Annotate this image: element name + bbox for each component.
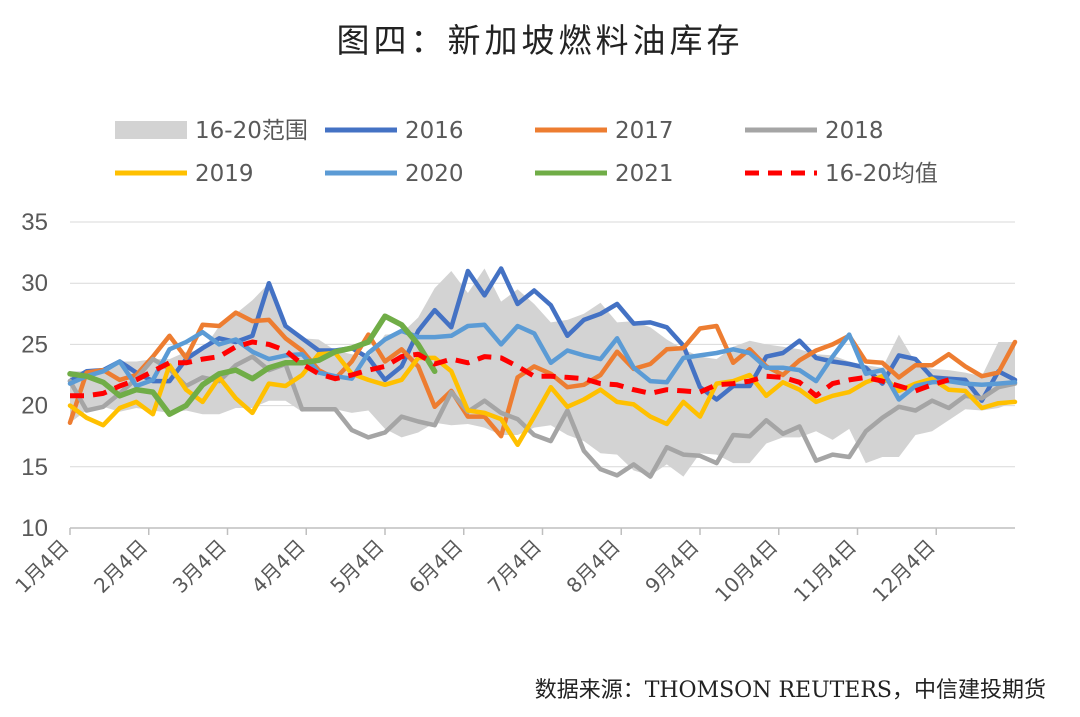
legend-label: 16-20均值 bbox=[825, 161, 938, 187]
x-tick-label: 10月4日 bbox=[710, 535, 782, 607]
data-source-note: 数据来源：THOMSON REUTERS，中信建投期货 bbox=[534, 678, 1046, 703]
legend-label: 16-20范围 bbox=[195, 118, 308, 144]
legend-label: 2018 bbox=[825, 118, 884, 144]
y-tick-label: 20 bbox=[21, 393, 48, 420]
chart-title: 图四：新加坡燃料油库存 bbox=[336, 21, 744, 60]
series-line-2019 bbox=[67, 350, 1018, 448]
legend-label: 2017 bbox=[615, 118, 674, 144]
legend-label: 2021 bbox=[615, 161, 674, 187]
x-tick-label: 3月4日 bbox=[168, 535, 231, 598]
legend-label: 2016 bbox=[405, 118, 464, 144]
y-tick-label: 10 bbox=[21, 515, 48, 542]
x-tick-label: 12月4日 bbox=[868, 535, 940, 607]
x-tick-label: 5月4日 bbox=[325, 535, 388, 598]
legend-swatch-band bbox=[115, 121, 187, 139]
x-tick-label: 2月4日 bbox=[89, 535, 152, 598]
x-tick-label: 9月4日 bbox=[640, 535, 703, 598]
x-tick-label: 7月4日 bbox=[483, 535, 546, 598]
legend-label: 2020 bbox=[405, 161, 464, 187]
x-tick-label: 11月4日 bbox=[789, 535, 861, 607]
legend-label: 2019 bbox=[195, 161, 254, 187]
series-line-2020 bbox=[67, 322, 1018, 402]
y-tick-label: 15 bbox=[21, 454, 48, 481]
y-tick-label: 25 bbox=[21, 331, 48, 358]
y-tick-label: 35 bbox=[21, 209, 48, 236]
x-tick-label: 1月4日 bbox=[10, 535, 73, 598]
x-tick-label: 8月4日 bbox=[562, 535, 625, 598]
series-line-2021 bbox=[67, 313, 438, 417]
y-tick-label: 30 bbox=[21, 270, 48, 297]
x-tick-label: 4月4日 bbox=[247, 535, 310, 598]
x-tick-label: 6月4日 bbox=[404, 535, 467, 598]
series-line-16-20均值 bbox=[70, 339, 950, 399]
